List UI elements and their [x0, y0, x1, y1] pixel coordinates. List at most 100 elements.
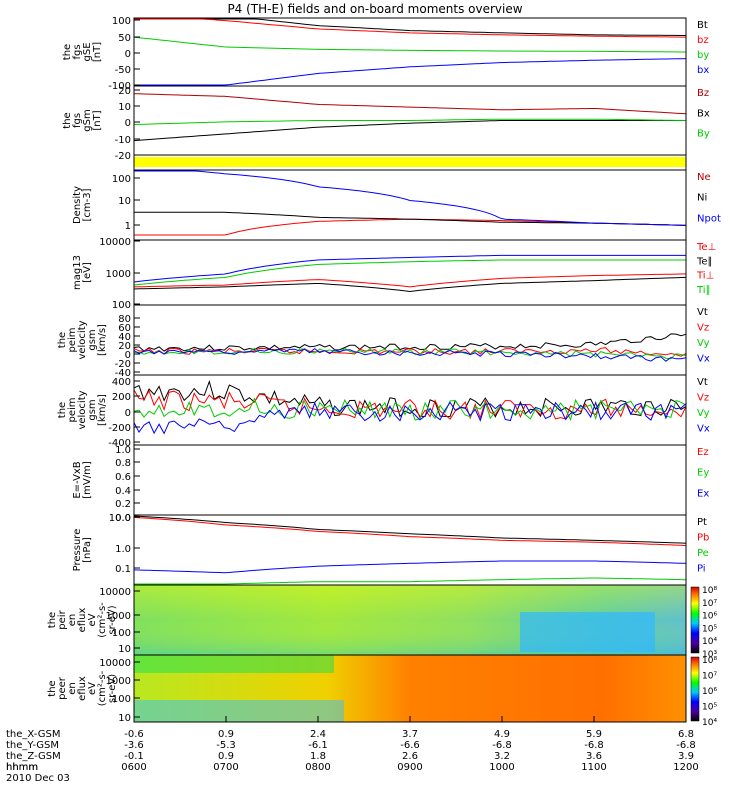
series-fgs-gsm-Bx — [133, 120, 686, 142]
y-tick-label: 100 — [112, 694, 131, 705]
xaxis-row-value: -3.6 — [124, 740, 144, 751]
panel-frame-velocity-e — [133, 304, 687, 376]
y-axis-label-line: the — [57, 332, 68, 348]
y-tick-label: 0 — [125, 350, 131, 361]
series-density-Npot — [134, 170, 687, 226]
xaxis-row-value: 3.2 — [494, 751, 510, 762]
y-axis-label-efield: E=-VxB [mV/m] — [72, 461, 93, 499]
y-axis-label-line: en — [67, 614, 78, 627]
legend-fgs-gse-Bt: Bt — [697, 20, 708, 31]
legend-fgs-gse-bz: bz — [697, 35, 709, 46]
legend-efield-Ex: Ex — [697, 488, 709, 499]
colorbar-label: 10⁵ — [702, 703, 717, 713]
colorbar-label: 10⁷ — [702, 672, 717, 682]
xaxis-row-value: 2.4 — [310, 729, 326, 740]
series-pressure-Pt — [133, 515, 687, 544]
ion-spectrogram-blue-region — [520, 612, 655, 652]
series-temperature-Ti⊥ — [133, 254, 686, 283]
y-tick-label: 40 — [118, 332, 131, 343]
panel-frame-efield — [133, 444, 687, 516]
series-velocity-i-Vx — [133, 400, 687, 435]
y-tick-label: -50 — [115, 65, 131, 76]
y-tick-label: 0 — [125, 118, 131, 129]
y-axis-label-line: the — [57, 402, 68, 418]
colorbar-label: 10⁸ — [702, 656, 717, 666]
y-axis-label-line: peim — [67, 397, 78, 422]
colorbar-label: 10⁵ — [702, 624, 717, 634]
legend-density-Ni: Ni — [697, 193, 707, 204]
y-tick-label: -200 — [108, 423, 131, 434]
y-tick-label: -20 — [115, 359, 131, 370]
y-axis-label-line: eflux — [77, 676, 88, 701]
y-tick-label: 50 — [118, 33, 131, 44]
legend-velocity-e-Vz: Vz — [697, 323, 709, 334]
legend-velocity-i-Vy: Vy — [697, 408, 710, 419]
xaxis-row-value: 1.8 — [310, 751, 326, 762]
series-pressure-Pi — [133, 560, 687, 574]
y-tick-label: 80 — [118, 314, 131, 325]
series-pressure-Pe — [134, 577, 687, 585]
plot-date: 2010 Dec 03 — [6, 773, 70, 784]
legend-efield-Ey: Ey — [697, 468, 709, 479]
y-tick-label: 20 — [118, 341, 131, 352]
y-axis-label-line: peer — [57, 676, 68, 700]
chart-title: P4 (TH-E) fields and on-board moments ov… — [227, 2, 522, 16]
y-tick-label: 1000 — [106, 676, 131, 687]
y-tick-label: 100 — [112, 300, 131, 311]
panel-frame-density — [133, 169, 687, 241]
y-axis-label-ion-spectrogram: the peir en eflux eV (cm²-s-sr-eV) — [47, 602, 118, 638]
legend-efield-Ez: Ez — [697, 447, 709, 458]
series-temperature-Te∥ — [133, 276, 687, 293]
y-axis-label-line: eV — [87, 613, 98, 626]
y-tick-label: -20 — [115, 151, 131, 162]
electron-spectrogram-upper-band — [134, 655, 334, 673]
y-axis-label-line: en — [67, 682, 78, 695]
y-axis-label-line: fgs — [72, 44, 83, 59]
y-tick-label: 1 — [125, 221, 131, 232]
y-axis-label-line: E=-VxB — [72, 461, 83, 498]
y-tick-label: -400 — [108, 438, 131, 449]
y-axis-label-density: Density [cm-3] — [72, 186, 93, 224]
legend-pressure-Pt: Pt — [697, 517, 707, 528]
legend-density-Ne: Ne — [697, 172, 711, 183]
y-axis-label-line: [eV] — [82, 262, 93, 283]
legend-pressure-Pi: Pi — [697, 564, 706, 575]
y-tick-label: 0.2 — [115, 499, 131, 510]
xaxis-row-value: -0.1 — [124, 751, 144, 762]
y-tick-label: 1000 — [106, 269, 131, 280]
legend-velocity-i-Vz: Vz — [697, 393, 709, 404]
series-fgs-gsm-Bz — [133, 93, 687, 115]
y-axis-label-line: gSm — [82, 109, 93, 131]
y-axis-label-line: peim — [67, 327, 78, 352]
y-axis-label-fgs-gsm: the fgs gSm [nT] — [62, 109, 103, 131]
panel-frame-pressure — [133, 514, 687, 586]
y-axis-label-line: the — [62, 112, 73, 128]
y-axis-label-line: Pressure — [72, 529, 83, 572]
y-axis-label-line: gSE — [82, 42, 93, 61]
xaxis-row-value: -6.8 — [492, 740, 512, 751]
colorbar-1 — [690, 586, 700, 654]
xaxis-time-label: 0900 — [397, 762, 422, 773]
y-tick-label: 10000 — [99, 587, 131, 598]
y-axis-label-line: fgs — [72, 113, 83, 128]
xaxis-time-label: 1000 — [489, 762, 514, 773]
xaxis-time-label: 0700 — [213, 762, 238, 773]
y-tick-label: 1000 — [106, 611, 131, 622]
y-axis-label-line: (cm²-s- — [97, 602, 108, 638]
xaxis-row-label: the_X-GSM — [6, 729, 60, 740]
series-pressure-Pb — [133, 516, 687, 547]
y-tick-label: 10.0 — [109, 513, 131, 524]
y-tick-label: 0.0 — [115, 513, 131, 524]
y-axis-label-line: the — [62, 44, 73, 60]
y-axis-label-electron-spectrogram: the peer en eflux eV (cm²-s-sr-eV) — [47, 670, 118, 706]
legend-density-Npot: Npot — [697, 213, 721, 224]
xaxis-row-value: 3.6 — [586, 751, 602, 762]
panel-frame-temperature — [133, 239, 687, 306]
y-axis-label-line: peir — [57, 609, 68, 629]
y-tick-label: 0.8 — [115, 458, 131, 469]
colorbar-label: 10⁷ — [702, 599, 717, 609]
y-axis-label-line: gsm — [87, 399, 98, 420]
series-velocity-e-Vz — [133, 347, 687, 357]
legend-fgs-gsm-Bz: Bz — [697, 88, 709, 99]
